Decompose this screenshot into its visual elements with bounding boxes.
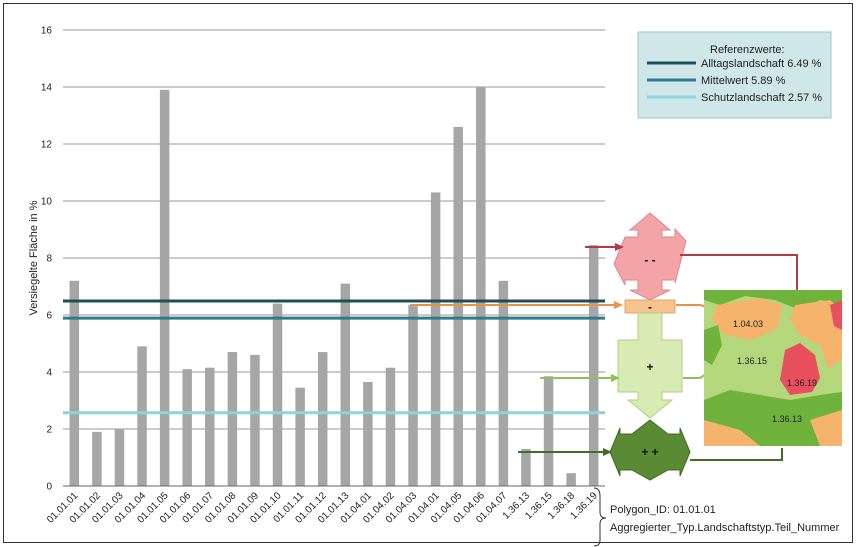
y-tick-label: 6	[46, 311, 52, 322]
class-positive-label: +	[646, 360, 653, 374]
polygon-id-line: Polygon_ID: 01.01.01	[610, 504, 716, 516]
map-label-1: 1.04.03	[733, 319, 763, 329]
classification-symbols: - - - + + +	[610, 213, 690, 480]
class-negative-label: -	[648, 300, 652, 314]
bar	[137, 346, 146, 486]
legend-entry: Mittelwert 5.89 %	[701, 75, 786, 87]
bar	[228, 352, 237, 486]
y-tick-label: 0	[46, 482, 52, 493]
bar	[476, 87, 485, 486]
bar	[70, 281, 79, 486]
class-very-negative-label: - -	[644, 253, 655, 267]
y-axis-ticks: 0 2 4 6 8 10 12 14 16	[41, 26, 53, 493]
y-tick-label: 14	[41, 83, 53, 94]
bar	[408, 305, 417, 486]
bar	[182, 369, 191, 486]
bar	[160, 90, 169, 486]
y-tick-label: 4	[46, 368, 52, 379]
bar	[205, 368, 214, 486]
legend-title: Referenzwerte:	[710, 44, 785, 56]
polygon-id-note: Polygon_ID: 01.01.01 Aggregierter_Typ.La…	[594, 488, 840, 546]
bar	[92, 432, 101, 486]
bar	[453, 127, 462, 486]
x-axis-ticks: 01.01.0101.01.0201.01.0301.01.0401.01.05…	[45, 490, 600, 526]
polygon-format-line: Aggregierter_Typ.Landschaftstyp.Teil_Num…	[610, 522, 840, 534]
y-tick-label: 12	[41, 140, 53, 151]
connector-arrowhead	[614, 301, 623, 309]
y-tick-label: 2	[46, 425, 52, 436]
bar	[273, 304, 282, 486]
landscape-map: 1.04.03 1.36.15 1.36.19 1.36.13	[704, 290, 842, 446]
bar	[318, 352, 327, 486]
bar	[499, 281, 508, 486]
class-very-positive-label: + +	[641, 445, 658, 459]
bar	[295, 388, 304, 486]
y-tick-label: 8	[46, 254, 52, 265]
connector-very-positive-to-map	[690, 448, 782, 460]
y-axis-label: Versiegelte Fläche in %	[28, 200, 40, 315]
bar	[544, 376, 553, 486]
legend-entry: Alltagslandschaft 6.49 %	[701, 58, 822, 70]
bar	[250, 355, 259, 486]
bar	[386, 368, 395, 486]
y-tick-label: 10	[41, 197, 53, 208]
map-label-4: 1.36.13	[772, 414, 802, 424]
map-label-3: 1.36.19	[787, 378, 817, 388]
bar	[521, 449, 530, 486]
bar	[115, 429, 124, 486]
legend-entry: Schutzlandschaft 2.57 %	[701, 92, 822, 104]
bar	[589, 245, 598, 486]
bar	[566, 473, 575, 486]
bars	[70, 87, 599, 486]
bar	[341, 284, 350, 486]
map-label-2: 1.36.15	[737, 356, 767, 366]
bar	[431, 192, 440, 486]
legend: Referenzwerte: Alltagslandschaft 6.49 % M…	[638, 32, 831, 118]
y-tick-label: 16	[41, 26, 53, 37]
bar	[363, 382, 372, 486]
